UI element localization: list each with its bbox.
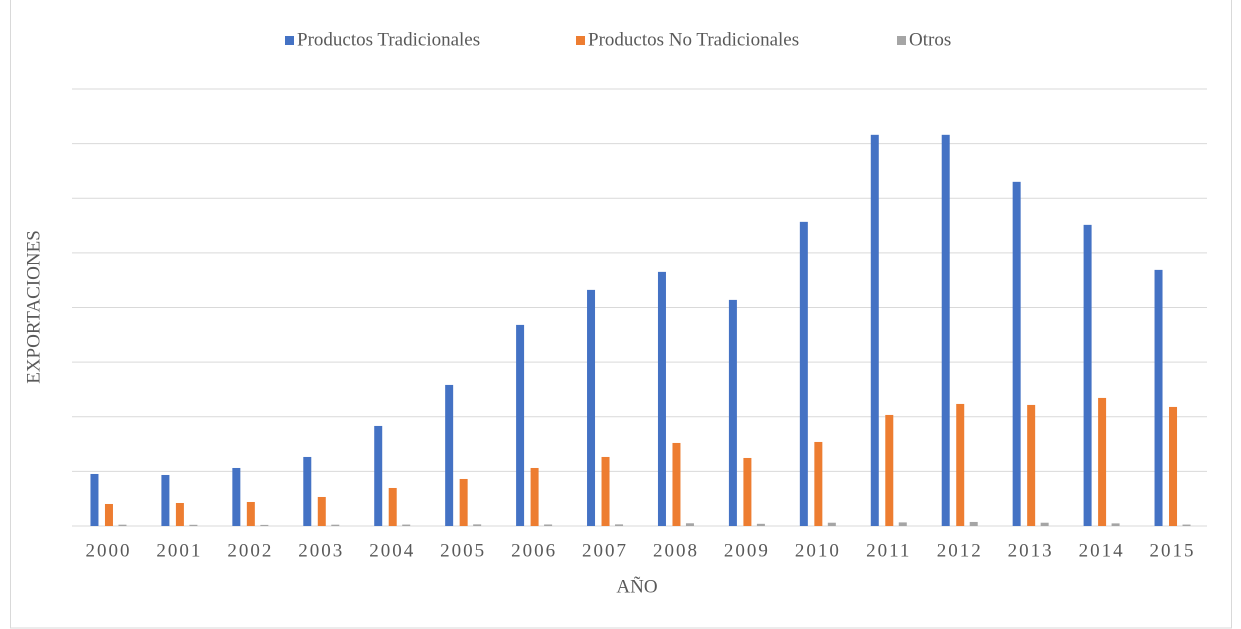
x-tick-label: 2010 — [795, 540, 841, 561]
bar — [189, 524, 198, 526]
bar — [331, 524, 340, 526]
x-tick-label: 2005 — [440, 540, 486, 561]
x-tick-label: 2001 — [156, 540, 202, 561]
bar — [90, 473, 99, 526]
bar — [1027, 404, 1036, 526]
bar — [459, 478, 468, 526]
x-tick-label: 2008 — [653, 540, 699, 561]
bar — [870, 134, 879, 526]
bar — [941, 134, 950, 526]
bar — [1098, 397, 1107, 526]
bar — [445, 384, 454, 526]
bar — [885, 414, 894, 526]
bar — [601, 456, 610, 526]
bar — [246, 501, 255, 526]
x-tick-label: 2012 — [937, 540, 983, 561]
y-axis-title: EXPORTACIONES — [23, 230, 44, 384]
bar — [1154, 269, 1163, 526]
legend-label: Otros — [909, 29, 951, 50]
bar — [672, 442, 681, 526]
bar — [175, 502, 184, 526]
x-tick-label: 2014 — [1079, 540, 1125, 561]
bar — [118, 524, 127, 526]
x-tick-label: 2011 — [866, 540, 911, 561]
bar — [1169, 406, 1178, 526]
bar — [317, 496, 326, 526]
bar — [898, 522, 907, 526]
bar — [657, 271, 666, 526]
bar — [615, 524, 624, 526]
x-tick-label: 2000 — [85, 540, 131, 561]
bar — [516, 324, 525, 526]
bar — [530, 467, 539, 526]
legend-label: Productos Tradicionales — [297, 29, 480, 50]
x-tick-label: 2002 — [227, 540, 273, 561]
bar — [1182, 524, 1191, 526]
chart-border — [10, 0, 1232, 629]
x-tick-label: 2004 — [369, 540, 415, 561]
bar — [374, 425, 383, 526]
legend-swatch — [897, 36, 906, 45]
x-tick-label: 2013 — [1008, 540, 1054, 561]
bar — [1083, 224, 1092, 527]
bar — [161, 474, 170, 526]
x-tick-label: 2015 — [1150, 540, 1196, 561]
bar — [756, 523, 765, 526]
bar — [728, 299, 737, 526]
bar — [814, 441, 823, 526]
bar — [303, 456, 312, 526]
bar — [587, 289, 596, 526]
bar — [1111, 523, 1120, 526]
bar — [473, 524, 482, 526]
bar — [1012, 181, 1021, 527]
bar — [104, 503, 113, 526]
legend-swatch — [285, 36, 294, 45]
bar — [260, 524, 269, 526]
bar — [827, 522, 836, 526]
x-tick-label: 2006 — [511, 540, 557, 561]
legend-label: Productos No Tradicionales — [588, 29, 799, 50]
bar — [685, 523, 694, 526]
legend-swatch — [576, 36, 585, 45]
bar — [402, 524, 411, 526]
bar — [743, 457, 752, 526]
x-tick-label: 2009 — [724, 540, 770, 561]
bar — [799, 221, 808, 526]
bar — [1040, 522, 1049, 526]
bar — [388, 487, 397, 526]
x-axis-title: AÑO — [616, 575, 657, 597]
bar — [544, 524, 553, 526]
bar — [969, 521, 978, 526]
x-tick-label: 2003 — [298, 540, 344, 561]
bar — [232, 467, 241, 526]
bar — [956, 403, 965, 526]
x-tick-label: 2007 — [582, 540, 628, 561]
